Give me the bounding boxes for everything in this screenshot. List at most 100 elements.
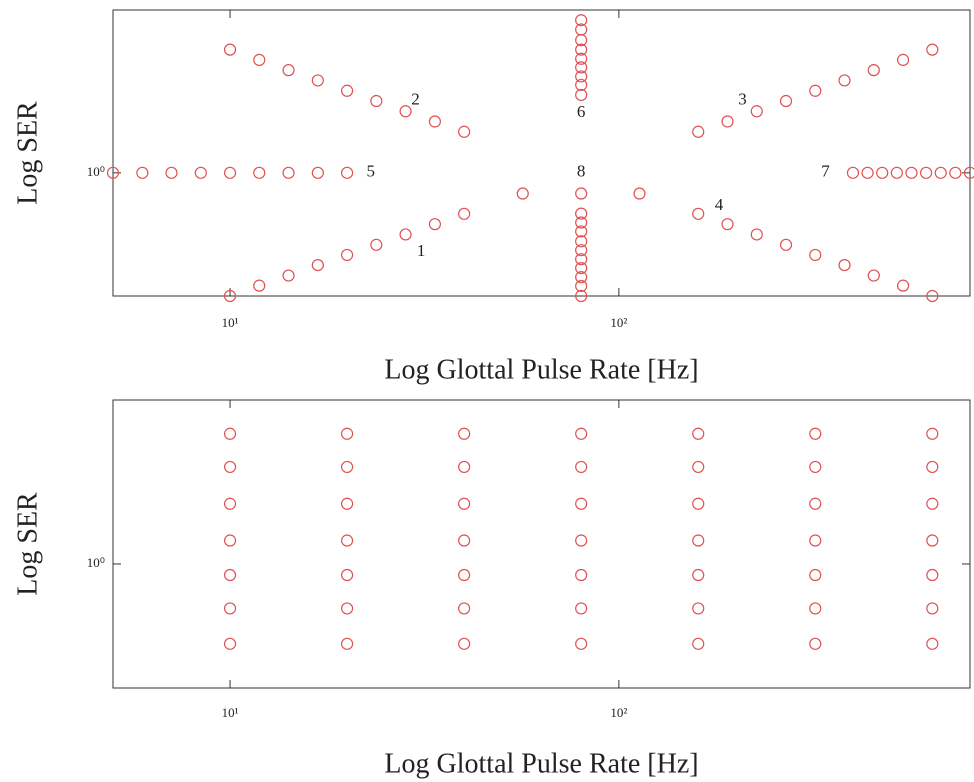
- y-tick-label: 10⁰: [87, 164, 105, 179]
- data-point: [458, 637, 471, 650]
- data-point: [905, 166, 918, 179]
- x-tick-label: 10¹: [222, 705, 239, 720]
- data-point: [926, 460, 939, 474]
- data-point: [575, 88, 588, 102]
- data-point: [223, 289, 237, 303]
- data-point: [949, 166, 962, 179]
- data-point: [223, 166, 237, 179]
- annotation: 5: [366, 162, 375, 181]
- plot-frame: [112, 399, 971, 689]
- data-point: [861, 166, 874, 179]
- data-point: [370, 94, 383, 108]
- data-point: [311, 166, 324, 179]
- data-point: [340, 568, 354, 582]
- data-point: [575, 78, 588, 92]
- data-point: [340, 460, 354, 474]
- data-point: [399, 105, 412, 118]
- data-point: [633, 187, 646, 200]
- data-point: [575, 187, 588, 200]
- data-point: [575, 244, 588, 257]
- x-tick-label: 10¹: [222, 315, 239, 330]
- data-point: [809, 602, 822, 615]
- data-point: [340, 248, 354, 262]
- data-point: [575, 216, 588, 229]
- data-point: [750, 105, 763, 118]
- data-point: [370, 238, 383, 251]
- data-point: [311, 258, 324, 272]
- data-point: [575, 225, 588, 238]
- data-point: [223, 637, 237, 650]
- data-point: [340, 602, 354, 615]
- data-point: [692, 568, 705, 582]
- data-point: [575, 637, 588, 650]
- data-point: [223, 43, 237, 56]
- data-point: [516, 187, 529, 200]
- annotation: 6: [577, 102, 586, 121]
- data-point: [458, 460, 471, 474]
- x-axis-label: Log Glottal Pulse Rate [Hz]: [384, 748, 698, 779]
- data-point: [721, 115, 734, 128]
- data-point: [692, 125, 705, 138]
- data-point: [926, 637, 939, 650]
- annotation: 1: [417, 241, 426, 260]
- data-point: [575, 70, 588, 83]
- data-point: [809, 84, 822, 97]
- data-point: [106, 166, 120, 179]
- data-point: [340, 534, 354, 547]
- data-point: [458, 125, 471, 138]
- data-point: [311, 74, 324, 87]
- data-point: [575, 279, 588, 293]
- data-point: [846, 166, 860, 179]
- data-point: [282, 269, 295, 282]
- data-point: [692, 534, 705, 547]
- data-point: [340, 166, 354, 179]
- data-point: [926, 602, 939, 615]
- data-point: [926, 289, 939, 303]
- annotation: 3: [738, 90, 747, 109]
- data-point: [253, 279, 266, 292]
- annotation: 2: [411, 90, 420, 109]
- data-point: [575, 427, 588, 440]
- data-point: [692, 497, 705, 510]
- data-point: [721, 218, 734, 231]
- data-point: [896, 279, 910, 292]
- data-point: [809, 497, 822, 510]
- x-tick-label: 10²: [610, 315, 627, 330]
- data-point: [223, 534, 237, 547]
- data-point: [809, 637, 822, 650]
- data-point: [575, 34, 588, 47]
- data-point: [575, 568, 588, 582]
- data-point: [575, 602, 588, 615]
- data-point: [926, 497, 939, 510]
- data-point: [692, 427, 705, 440]
- data-point: [575, 460, 588, 474]
- y-axis-label: Log SER: [12, 492, 43, 596]
- data-point: [575, 534, 588, 547]
- data-point: [165, 166, 178, 179]
- data-point: [253, 166, 266, 179]
- data-point: [340, 84, 354, 97]
- data-point: [838, 258, 851, 272]
- data-point: [920, 166, 933, 179]
- data-point: [575, 52, 588, 65]
- data-point: [867, 64, 880, 77]
- data-point: [575, 289, 588, 303]
- data-point: [809, 568, 822, 582]
- data-point: [428, 115, 441, 128]
- data-point: [838, 74, 851, 87]
- data-point: [575, 43, 588, 56]
- plot-frame: [112, 9, 971, 297]
- data-point: [458, 602, 471, 615]
- data-point: [890, 166, 903, 179]
- data-point: [282, 166, 295, 179]
- data-point: [428, 218, 441, 231]
- data-point: [253, 53, 266, 66]
- data-point: [926, 43, 939, 56]
- data-point: [963, 166, 974, 179]
- data-point: [340, 427, 354, 440]
- data-point: [575, 262, 588, 275]
- data-point: [809, 534, 822, 547]
- data-point: [926, 427, 939, 440]
- data-point: [223, 427, 237, 440]
- data-point: [575, 497, 588, 510]
